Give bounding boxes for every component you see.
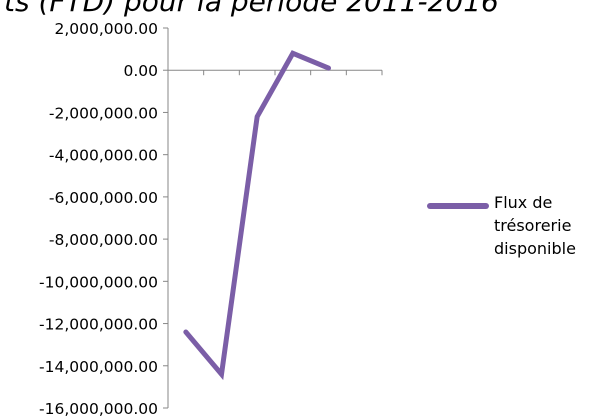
legend-swatch: [427, 203, 489, 209]
y-tick-label: -6,000,000.00: [49, 189, 158, 207]
chart-title: ts (FTD) pour la période 2011-2016: [4, 0, 499, 18]
y-tick-label: -8,000,000.00: [49, 231, 158, 249]
data-point: [185, 331, 187, 333]
y-axis: 2,000,000.00 0.00 -2,000,000.00 -4,000,000.…: [39, 20, 169, 417]
y-tick-label: -16,000,000.00: [39, 400, 158, 417]
y-tick-label: -2,000,000.00: [49, 104, 158, 122]
legend-label-flux-tresorerie: Flux de trésorerie disponible: [494, 193, 576, 258]
y-tick-label: -10,000,000.00: [39, 273, 158, 291]
data-point: [328, 67, 329, 69]
x-axis: [168, 69, 383, 76]
data-point: [292, 52, 294, 54]
series-line-flux-tresorerie: [183, 50, 331, 381]
series-lines: [183, 50, 331, 381]
y-tick-label: -4,000,000.00: [49, 147, 158, 165]
y-tick-label: -14,000,000.00: [39, 358, 158, 376]
y-tick-label: 0.00: [123, 62, 158, 80]
data-point: [256, 116, 258, 118]
y-tick-label: 2,000,000.00: [54, 20, 158, 38]
y-tick-label: -12,000,000.00: [39, 316, 158, 334]
data-point: [221, 373, 222, 375]
